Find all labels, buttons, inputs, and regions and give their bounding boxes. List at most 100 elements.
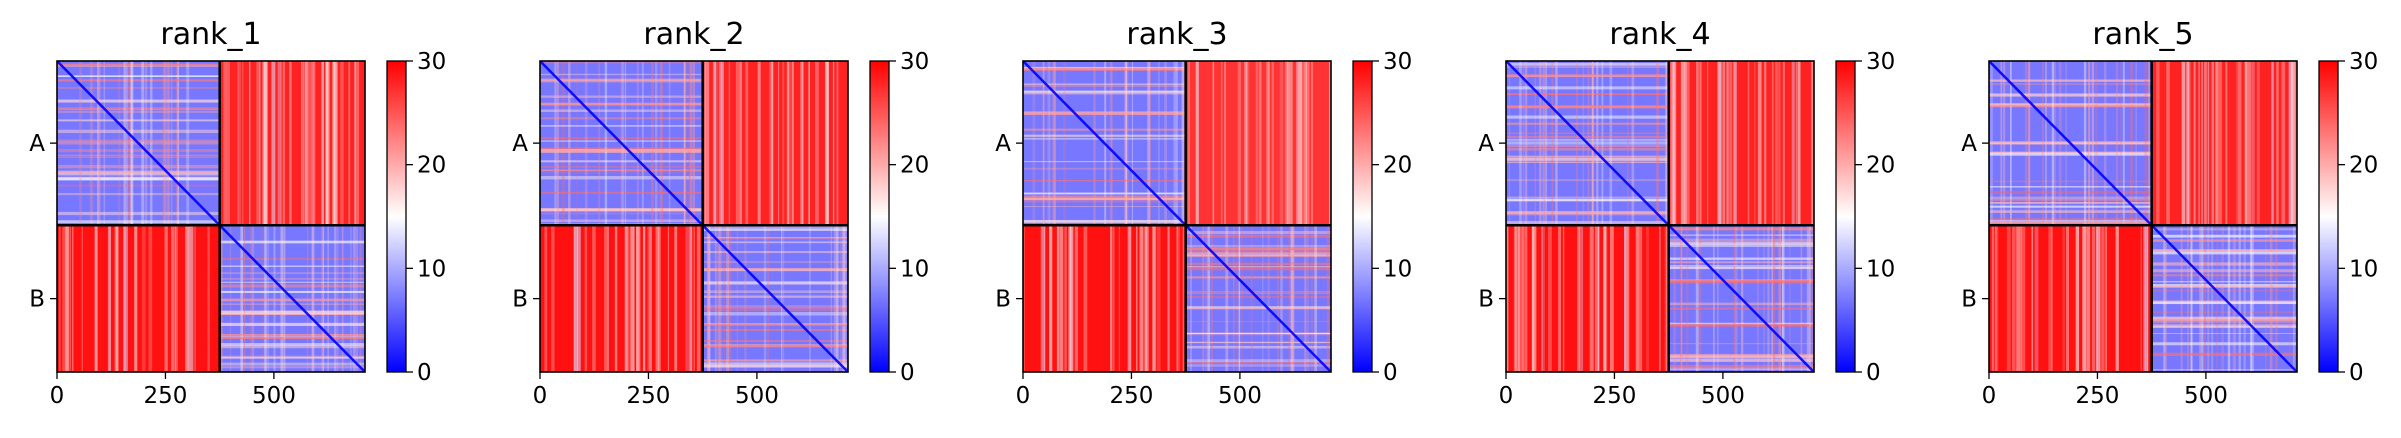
block-texture xyxy=(1023,225,1187,372)
colorbar-tick-label: 10 xyxy=(417,256,446,282)
x-tick-label: 500 xyxy=(735,383,779,409)
heatmap-block-BA xyxy=(1989,225,2152,372)
y-tick-label: B xyxy=(1478,287,1494,313)
x-tick-label: 500 xyxy=(1701,383,1745,409)
x-tick-label: 0 xyxy=(1016,383,1031,409)
block-texture xyxy=(1991,225,2152,372)
block-texture xyxy=(1668,225,1814,372)
colorbar-tick-label: 10 xyxy=(2349,256,2378,282)
colorbar-tick-label: 10 xyxy=(900,256,929,282)
block-texture xyxy=(1506,225,1670,372)
x-tick-label: 0 xyxy=(533,383,548,409)
diagonal xyxy=(540,61,704,227)
y-tick-label: B xyxy=(995,287,1011,313)
axes-frame xyxy=(1988,60,2298,373)
colorbar-tick-label: 30 xyxy=(1383,49,1412,75)
heatmap-body xyxy=(1506,61,1814,372)
y-tick-label: A xyxy=(1961,131,1977,157)
x-tick-label: 250 xyxy=(626,383,670,409)
colorbar-tick-label: 30 xyxy=(900,49,929,75)
heatmap-panel: rank_3 0 250 500 A B 0 10 20 30 xyxy=(995,17,1412,409)
y-tick-label: B xyxy=(1961,287,1977,313)
y-tick-label: A xyxy=(1478,131,1494,157)
heatmap-block-BA xyxy=(1023,225,1186,372)
heatmap-body xyxy=(540,61,848,372)
colorbar-tick-label: 10 xyxy=(1866,256,1895,282)
y-tick-label: A xyxy=(995,131,1011,157)
x-tick-label: 250 xyxy=(1109,383,1153,409)
diagonal xyxy=(1506,61,1670,227)
x-tick-label: 500 xyxy=(1218,383,1262,409)
x-tick-label: 0 xyxy=(50,383,65,409)
axes-frame xyxy=(539,60,849,373)
colorbar-tick-label: 0 xyxy=(1866,360,1881,386)
colorbar-tick-label: 0 xyxy=(2349,360,2364,386)
colorbar-tick-label: 20 xyxy=(900,153,929,179)
heatmap-block-AB xyxy=(2151,61,2297,226)
block-texture xyxy=(704,61,839,226)
colorbar xyxy=(386,60,407,373)
x-tick-label: 0 xyxy=(1982,383,1997,409)
diagonal xyxy=(1023,61,1187,227)
colorbar-tick-label: 10 xyxy=(1383,256,1412,282)
x-tick-label: 250 xyxy=(143,383,187,409)
diagonal xyxy=(1184,224,1331,372)
panel-title: rank_2 xyxy=(643,17,744,52)
x-tick-label: 250 xyxy=(1592,383,1636,409)
panel-title: rank_5 xyxy=(2092,17,2193,52)
block-texture xyxy=(1185,225,1331,372)
diagonal xyxy=(1667,224,1814,372)
heatmap-block-BA xyxy=(57,225,220,372)
heatmap-block-AB xyxy=(1668,61,1814,226)
panel-title: rank_1 xyxy=(160,17,261,52)
block-texture xyxy=(223,61,360,226)
colorbar-tick-label: 20 xyxy=(417,153,446,179)
axes-frame xyxy=(1022,60,1332,373)
x-tick-label: 500 xyxy=(252,383,296,409)
y-tick-label: B xyxy=(29,287,45,313)
x-tick-label: 250 xyxy=(2075,383,2119,409)
colorbar xyxy=(1835,60,1856,373)
heatmap-block-BA xyxy=(1506,225,1669,372)
heatmap-body xyxy=(57,61,365,372)
x-tick-label: 0 xyxy=(1499,383,1514,409)
colorbar-tick-label: 20 xyxy=(1383,153,1412,179)
colorbar xyxy=(869,60,890,373)
heatmap-panel: rank_2 0 250 500 A B 0 10 20 30 xyxy=(512,17,929,409)
heatmap-panel: rank_5 0 250 500 A B 0 10 20 30 xyxy=(1961,17,2378,409)
colorbar-tick-label: 0 xyxy=(900,360,915,386)
block-texture xyxy=(1989,61,2152,226)
colorbar xyxy=(2318,60,2339,373)
axes-frame xyxy=(1505,60,1815,373)
diagonal xyxy=(218,224,365,372)
block-texture xyxy=(1506,61,1669,226)
colorbar-tick-label: 30 xyxy=(1866,49,1895,75)
colorbar-tick-label: 20 xyxy=(2349,153,2378,179)
diagonal xyxy=(2150,224,2297,372)
heatmap-panel: rank_1 0 250 500 A B 0 10 20 30 xyxy=(29,17,446,409)
block-texture xyxy=(702,225,848,372)
block-texture xyxy=(2156,61,2297,226)
colorbar-tick-label: 0 xyxy=(1383,360,1398,386)
colorbar-tick-label: 0 xyxy=(417,360,432,386)
y-tick-label: B xyxy=(512,287,528,313)
colorbar xyxy=(1352,60,1373,373)
y-tick-label: A xyxy=(512,131,528,157)
diagonal xyxy=(1989,61,2153,227)
colorbar-tick-label: 30 xyxy=(2349,49,2378,75)
panel-title: rank_3 xyxy=(1126,17,1227,52)
heatmap-block-AB xyxy=(219,61,365,226)
block-texture xyxy=(2151,225,2297,372)
y-tick-label: A xyxy=(29,131,45,157)
block-texture xyxy=(59,225,221,372)
block-texture xyxy=(219,225,365,372)
block-texture xyxy=(1668,61,1814,226)
heatmap-block-BA xyxy=(540,225,703,372)
axes-frame xyxy=(56,60,366,373)
panel-title: rank_4 xyxy=(1609,17,1710,52)
colorbar-tick-label: 20 xyxy=(1866,153,1895,179)
heatmap-body xyxy=(1989,61,2297,372)
heatmap-body xyxy=(1023,61,1331,372)
diagonal xyxy=(701,224,848,372)
